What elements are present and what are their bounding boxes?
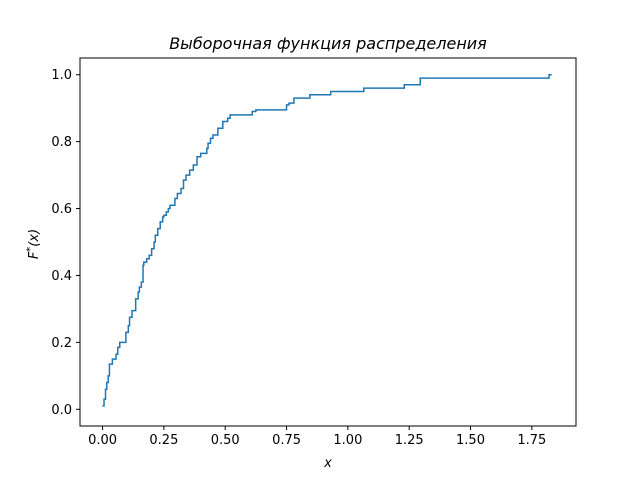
ecdf-step-point xyxy=(222,121,224,123)
ecdf-step-point xyxy=(125,331,127,333)
ecdf-step-point xyxy=(363,87,365,89)
ecdf-step-point xyxy=(102,405,104,407)
ecdf-step-point xyxy=(165,211,167,213)
ecdf-step-point xyxy=(207,142,209,144)
ecdf-step-point xyxy=(286,104,288,106)
ecdf-step-point xyxy=(548,74,550,76)
x-tick-label: 1.75 xyxy=(517,433,546,448)
ecdf-step-point xyxy=(550,74,552,76)
ecdf-step-point xyxy=(192,164,194,166)
ecdf-step-point xyxy=(146,258,148,260)
plot-frame xyxy=(79,57,577,427)
ecdf-step-point xyxy=(148,254,150,256)
ecdf-step-point xyxy=(142,264,144,266)
ecdf-step-point xyxy=(167,208,169,210)
ecdf-step-point xyxy=(330,90,332,92)
ecdf-step-point xyxy=(169,204,171,206)
x-tick-label: 1.25 xyxy=(395,433,424,448)
ecdf-step-point xyxy=(129,316,131,318)
ecdf-step-point xyxy=(103,398,105,400)
ecdf-step-point xyxy=(117,346,119,348)
x-tick-label: 1.00 xyxy=(333,433,362,448)
plot-content xyxy=(102,73,552,407)
ecdf-step-point xyxy=(212,134,214,136)
ecdf-step-point xyxy=(138,286,140,288)
x-tick-label: 0.25 xyxy=(149,433,178,448)
ecdf-step-point xyxy=(403,84,405,86)
ecdf-step-point xyxy=(180,187,182,189)
x-axis-label: x xyxy=(323,456,332,471)
ecdf-step-point xyxy=(200,152,202,154)
ecdf-step-point xyxy=(106,382,108,384)
ecdf-step-point xyxy=(154,234,156,236)
ecdf-series-line xyxy=(102,73,552,407)
ecdf-step-point xyxy=(145,261,146,263)
y-tick-label: 0.8 xyxy=(51,135,72,150)
y-axis-label: F*(x) xyxy=(25,229,42,259)
ecdf-step-point xyxy=(105,388,107,390)
x-tick-label: 0.75 xyxy=(272,433,301,448)
ecdf-step-point xyxy=(210,137,211,139)
ecdf-step-point xyxy=(119,341,121,343)
ecdf-step-point xyxy=(115,353,117,355)
ecdf-step-point xyxy=(229,114,231,116)
ecdf-step-point xyxy=(163,214,165,216)
ecdf-step-point xyxy=(137,291,139,293)
y-tick-label: 0.0 xyxy=(51,403,72,418)
ecdf-step-point xyxy=(251,111,253,113)
ecdf-step-point xyxy=(196,156,198,158)
ecdf-step-point xyxy=(206,147,208,149)
ecdf-step-point xyxy=(143,261,145,263)
y-tick-label: 0.4 xyxy=(51,269,72,284)
ecdf-step-point xyxy=(153,241,155,243)
chart-title: Выборочная функция распределения xyxy=(169,34,487,53)
x-tick-label: 0.00 xyxy=(88,433,117,448)
ecdf-step-point xyxy=(227,117,229,119)
ecdf-step-point xyxy=(111,358,113,360)
ecdf-step-point xyxy=(108,363,110,365)
ecdf-step-point xyxy=(107,375,109,377)
y-axis-ticks: 0.0 0.2 0.4 0.6 0.8 1.0 xyxy=(51,68,80,418)
x-tick-label: 0.50 xyxy=(211,433,240,448)
ecdf-step-point xyxy=(419,77,421,79)
ecdf-step-point xyxy=(183,179,185,181)
y-tick-label: 0.6 xyxy=(51,202,72,217)
ecdf-step-point xyxy=(174,198,176,200)
ecdf-step-point xyxy=(189,169,191,171)
ecdf-step-point xyxy=(121,341,123,343)
ecdf-step-point xyxy=(293,97,295,99)
ecdf-step-point xyxy=(217,127,219,129)
ecdf-step-point xyxy=(131,310,133,312)
ecdf-step-point xyxy=(162,216,164,218)
ecdf-step-point xyxy=(185,174,187,176)
y-tick-label: 0.2 xyxy=(51,336,72,351)
ecdf-step-point xyxy=(309,94,311,96)
ecdf-step-point xyxy=(176,192,178,194)
x-axis-ticks: 0.00 0.25 0.50 0.75 1.00 1.25 1.50 1.75 xyxy=(88,426,546,448)
ecdf-step-point xyxy=(288,102,290,104)
y-tick-label: 1.0 xyxy=(51,68,72,83)
ecdf-step-point xyxy=(255,109,257,111)
ecdf-step-point xyxy=(140,281,142,283)
ecdf-step-point xyxy=(151,248,153,250)
ecdf-step-point xyxy=(232,114,234,116)
x-tick-label: 1.50 xyxy=(456,433,485,448)
ecdf-step-point xyxy=(159,221,161,223)
ecdf-step-point xyxy=(135,298,137,300)
ecdf-step-point xyxy=(127,325,129,327)
ecdf-step-point xyxy=(157,228,159,230)
